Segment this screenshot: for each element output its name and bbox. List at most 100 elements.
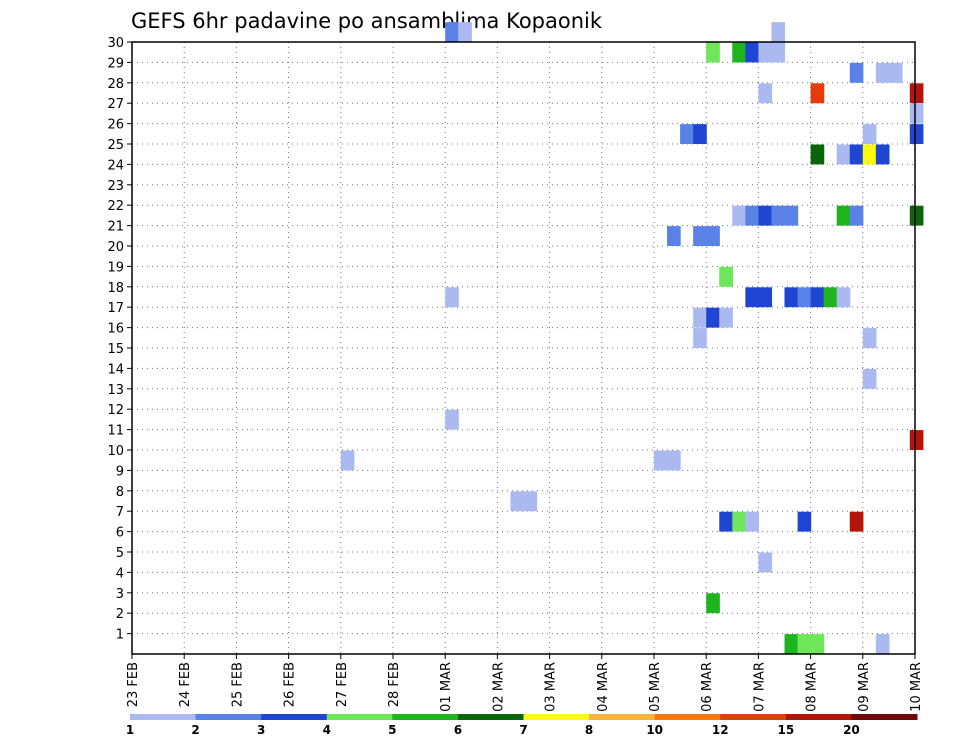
precip-cell xyxy=(719,266,733,287)
precip-cell xyxy=(745,287,759,308)
precip-cell xyxy=(797,511,812,532)
x-tick-label: 25 FEB xyxy=(230,662,245,707)
x-tick-label: 03 MAR xyxy=(544,662,559,712)
y-tick-label: 30 xyxy=(107,36,124,51)
legend-swatch xyxy=(261,714,328,720)
precip-cell xyxy=(875,144,890,165)
y-axis: 1234567891011121314151617181920212223242… xyxy=(107,36,132,643)
precip-cell xyxy=(758,287,773,308)
legend-label: 10 xyxy=(646,723,663,737)
x-axis: 23 FEB 24 FEB 25 FEB 26 FEB 27 FEB 28 FEB 01 M… xyxy=(126,654,924,712)
precip-cell xyxy=(909,124,924,144)
precip-cell xyxy=(758,83,773,104)
legend-swatch xyxy=(326,714,393,720)
precip-cell xyxy=(719,307,733,328)
x-tick-label: 10 MAR xyxy=(909,662,924,712)
precip-cell xyxy=(810,83,825,104)
y-tick-label: 19 xyxy=(107,260,124,275)
precip-cell xyxy=(836,144,851,165)
y-tick-label: 1 xyxy=(116,628,124,643)
precip-cell xyxy=(693,307,707,328)
precip-cell xyxy=(445,287,459,308)
precip-cell xyxy=(810,287,825,308)
precip-cell xyxy=(888,62,903,83)
precip-cell xyxy=(784,287,799,308)
precip-cell xyxy=(797,287,812,308)
grid-lines xyxy=(132,42,915,654)
precip-cell xyxy=(771,205,786,226)
x-tick-label: 07 MAR xyxy=(752,662,767,712)
legend-swatch xyxy=(589,714,656,720)
precip-cell xyxy=(667,450,681,471)
y-tick-label: 8 xyxy=(116,485,124,500)
y-tick-label: 25 xyxy=(107,138,124,153)
legend-swatch xyxy=(195,714,262,720)
precip-cell xyxy=(875,634,890,654)
precip-cell xyxy=(823,287,838,308)
precip-cell xyxy=(523,491,538,512)
y-tick-label: 18 xyxy=(107,281,124,296)
precip-cell xyxy=(719,511,733,532)
precip-cell xyxy=(693,226,707,246)
precip-cell xyxy=(667,226,681,246)
precip-cell xyxy=(758,552,773,573)
legend-label: 2 xyxy=(191,723,199,737)
precip-cell xyxy=(732,205,746,226)
precip-cell xyxy=(706,42,720,63)
precip-cell xyxy=(862,144,877,165)
legend-label: 5 xyxy=(388,723,396,737)
precip-cell xyxy=(862,124,877,144)
precip-cell xyxy=(680,124,694,144)
precip-cell xyxy=(693,328,707,348)
precip-cell xyxy=(849,205,864,226)
legend-label: 1 xyxy=(126,723,134,737)
y-tick-label: 11 xyxy=(107,424,124,439)
y-tick-label: 4 xyxy=(116,566,124,581)
precip-cell xyxy=(745,42,759,63)
precip-cell xyxy=(706,593,720,614)
y-tick-label: 22 xyxy=(107,199,124,214)
precip-cell xyxy=(693,124,707,144)
precip-cell xyxy=(909,103,924,124)
precip-cell xyxy=(445,22,459,42)
y-tick-label: 21 xyxy=(107,220,124,235)
legend-label: 4 xyxy=(323,723,331,737)
y-tick-label: 3 xyxy=(116,587,124,602)
x-tick-label: 05 MAR xyxy=(648,662,663,712)
legend-label: 15 xyxy=(777,723,794,737)
precip-cell xyxy=(909,430,924,450)
precip-cell xyxy=(654,450,668,471)
legend-swatch xyxy=(392,714,459,720)
legend-swatch xyxy=(523,714,590,720)
precip-cell xyxy=(732,511,746,532)
color-legend: 1 2 3 4 5 6 7 8 10 12 15 20 xyxy=(126,714,918,737)
y-tick-label: 24 xyxy=(107,158,124,173)
precip-cell xyxy=(510,491,525,512)
legend-swatch xyxy=(720,714,787,720)
x-tick-label: 04 MAR xyxy=(596,662,611,712)
legend-swatch xyxy=(130,714,197,720)
precip-cell xyxy=(458,22,472,42)
precip-cell xyxy=(706,307,720,328)
y-tick-label: 20 xyxy=(107,240,124,255)
y-tick-label: 2 xyxy=(116,607,124,622)
y-tick-label: 27 xyxy=(107,97,124,112)
precip-cell xyxy=(849,144,864,165)
precip-cells xyxy=(340,22,924,654)
legend-label: 20 xyxy=(843,723,860,737)
y-tick-label: 5 xyxy=(116,546,124,561)
precip-cell xyxy=(849,62,864,83)
x-tick-label: 01 MAR xyxy=(439,662,454,712)
legend-label: 12 xyxy=(712,723,729,737)
precip-cell xyxy=(745,205,759,226)
y-tick-label: 9 xyxy=(116,464,124,479)
precip-cell xyxy=(810,634,825,654)
precip-cell xyxy=(909,205,924,226)
x-tick-label: 24 FEB xyxy=(178,662,193,707)
y-tick-label: 7 xyxy=(116,505,124,520)
y-tick-label: 6 xyxy=(116,526,124,541)
precip-cell xyxy=(849,511,864,532)
y-tick-label: 15 xyxy=(107,342,124,357)
y-tick-label: 23 xyxy=(107,179,124,194)
